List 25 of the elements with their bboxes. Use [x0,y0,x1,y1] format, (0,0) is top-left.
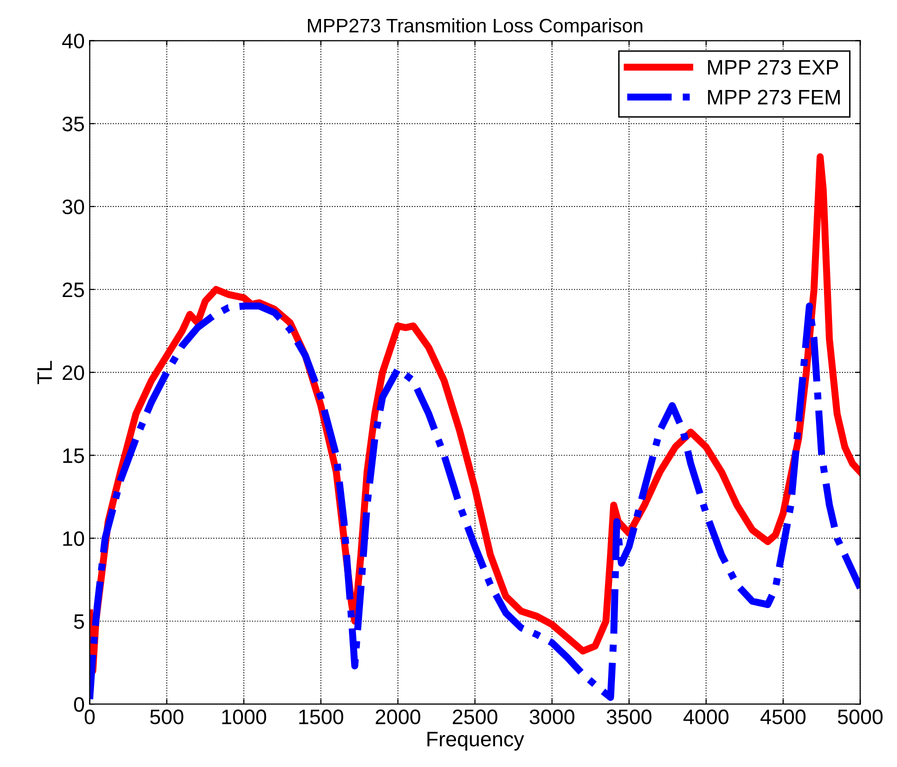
y-tick-label: 15 [63,448,84,464]
x-tick-label: 500 [150,710,184,724]
x-tick-label: 3500 [606,710,652,724]
x-tick-label: 0 [84,710,95,724]
y-tick-label: 20 [62,365,84,380]
x-tick-label: 4500 [760,710,806,724]
x-tick-label: 5000 [838,710,883,724]
y-tick-label: 35 [62,116,84,132]
x-tick-label: 2000 [376,710,420,724]
chart-title: MPP273 Transmition Loss Comparison [308,18,642,36]
x-tick-label: 1500 [299,710,344,724]
x-tick-label: 2500 [452,710,498,724]
y-tick-label: 40 [62,34,84,48]
x-tick-label: 4000 [683,710,728,724]
y-tick-label: 10 [63,531,84,546]
y-tick-label: 0 [74,697,84,712]
x-tick-label: 1000 [222,710,266,724]
y-tick-label: 25 [62,282,84,298]
y-tick-label: 30 [62,200,84,214]
legend-label: MPP 273 EXP [708,60,838,75]
y-tick-label: 5 [74,614,84,629]
x-tick-label: 3000 [530,710,574,724]
x-axis-title: Frequency [427,732,524,751]
legend-label: MPP 273 FEM [708,90,840,105]
y-axis-title: TL [37,360,52,384]
